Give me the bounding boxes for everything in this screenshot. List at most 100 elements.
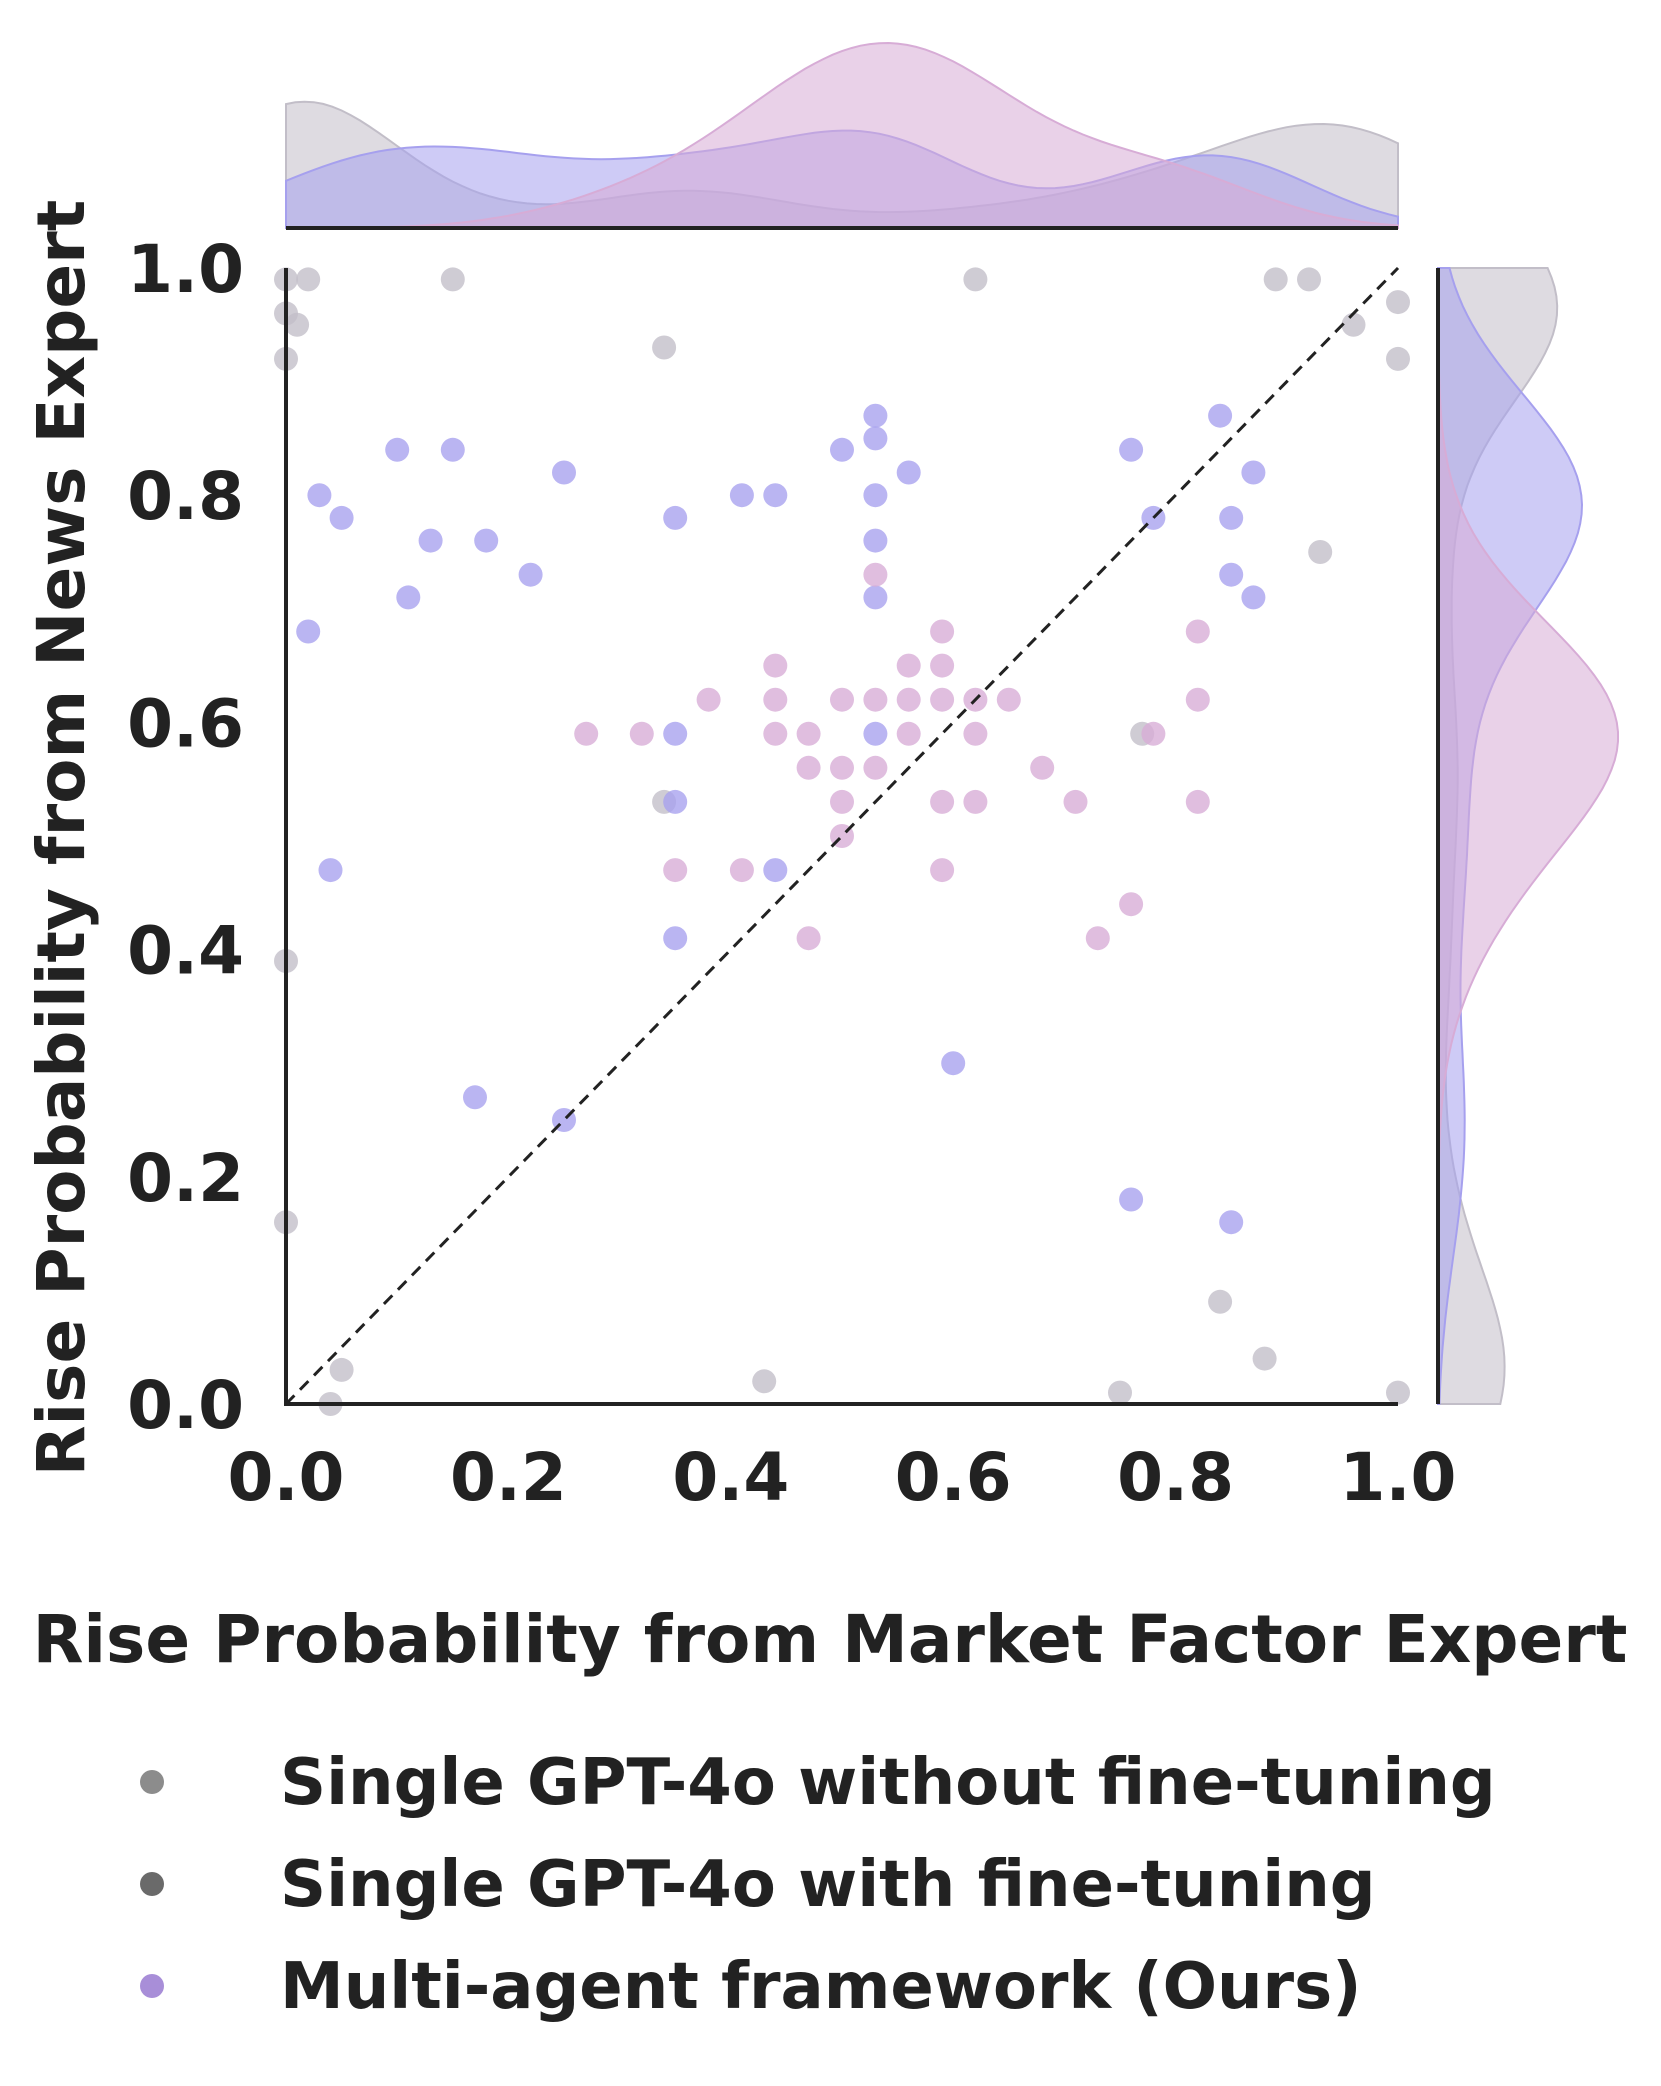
- point-s3-19: [930, 619, 955, 644]
- axes: [284, 266, 1400, 1406]
- point-s3-14: [863, 687, 888, 712]
- point-s2-22: [1119, 437, 1144, 462]
- point-s2-26: [1219, 562, 1244, 587]
- legend-label-series-2: Single GPT-4o with fine-tuning: [280, 1848, 1376, 1922]
- point-s2-5: [329, 505, 354, 530]
- top-density-series-3: [286, 41, 1399, 229]
- point-s3-2: [629, 721, 654, 746]
- x-tick-0.2: 0.2: [450, 1439, 567, 1516]
- x-axis-label: Rise Probability from Market Factor Expe…: [33, 1601, 1628, 1678]
- y-axis-label: Rise Probability from News Expert: [23, 200, 100, 1477]
- point-s2-15: [863, 403, 888, 428]
- point-s3-26: [963, 789, 988, 814]
- point-s1-10: [1341, 312, 1366, 337]
- point-s3-25: [963, 721, 988, 746]
- right-marginal-density: [1436, 267, 1619, 1405]
- point-s2-33: [663, 926, 688, 951]
- y-tick-0.2: 0.2: [127, 1140, 244, 1217]
- x-tick-0.4: 0.4: [672, 1439, 789, 1516]
- point-s3-10: [830, 755, 854, 780]
- point-s3-30: [663, 858, 688, 883]
- point-s2-13: [763, 483, 788, 508]
- scatter-points: [274, 267, 1410, 1416]
- point-s3-22: [930, 789, 955, 814]
- point-s1-20: [1252, 1346, 1277, 1371]
- point-s2-3: [552, 460, 576, 485]
- point-s2-9: [396, 585, 421, 610]
- point-s2-19: [863, 528, 888, 553]
- point-s1-21: [329, 1357, 354, 1382]
- y-tick-0.8: 0.8: [127, 458, 244, 535]
- legend-marker-series-2: [140, 1872, 164, 1896]
- point-s1-19: [1208, 1289, 1233, 1314]
- point-s3-35: [1185, 619, 1210, 644]
- point-s2-30: [663, 789, 688, 814]
- point-s3-32: [796, 926, 821, 951]
- point-s3-23: [930, 858, 955, 883]
- point-s2-18: [863, 483, 888, 508]
- point-s2-17: [896, 460, 921, 485]
- x-tick-0.0: 0.0: [228, 1439, 345, 1516]
- point-s2-6: [418, 528, 443, 553]
- x-tick-1.0: 1.0: [1340, 1439, 1457, 1516]
- x-tick-0.6: 0.6: [895, 1439, 1012, 1516]
- point-s3-7: [796, 721, 821, 746]
- y-tick-labels: 0.0 0.2 0.4 0.6 0.8 1.0: [127, 231, 244, 1444]
- point-s3-13: [863, 562, 888, 587]
- point-s1-23: [752, 1369, 777, 1394]
- point-s2-12: [729, 483, 754, 508]
- point-s2-14: [830, 437, 854, 462]
- point-s3-5: [763, 687, 788, 712]
- point-s1-5: [1263, 267, 1288, 292]
- point-s3-1: [574, 721, 599, 746]
- point-s1-8: [285, 312, 310, 337]
- x-tick-0.8: 0.8: [1117, 1439, 1234, 1516]
- legend-marker-series-1: [140, 1770, 164, 1794]
- point-s3-28: [1030, 755, 1055, 780]
- point-s3-31: [729, 858, 754, 883]
- point-s1-25: [1386, 1380, 1410, 1405]
- point-s3-36: [1185, 687, 1210, 712]
- point-s1-24: [1108, 1380, 1132, 1405]
- point-s3-11: [830, 789, 854, 814]
- point-s1-6: [1297, 267, 1321, 292]
- y-tick-0.4: 0.4: [127, 913, 244, 990]
- point-s3-4: [763, 653, 788, 678]
- point-s3-18: [896, 721, 921, 746]
- point-s2-38: [1219, 1210, 1244, 1235]
- point-s3-38: [1141, 721, 1166, 746]
- point-s2-32: [763, 858, 788, 883]
- point-s2-1: [385, 437, 410, 462]
- point-s1-14: [1308, 540, 1333, 564]
- point-s2-24: [1219, 505, 1244, 530]
- point-s2-11: [663, 505, 688, 530]
- top-marginal-density: [285, 41, 1399, 230]
- point-s3-6: [763, 721, 788, 746]
- legend-label-series-1: Single GPT-4o without fine-tuning: [280, 1746, 1496, 1820]
- point-s2-37: [1119, 1187, 1144, 1212]
- point-s2-36: [941, 1051, 966, 1076]
- point-s3-15: [863, 755, 888, 780]
- legend-marker-series-3: [140, 1974, 164, 1998]
- point-s2-29: [863, 721, 888, 746]
- y-tick-0.0: 0.0: [127, 1367, 244, 1444]
- point-s3-20: [930, 653, 955, 678]
- point-s3-21: [930, 687, 955, 712]
- point-s3-27: [996, 687, 1021, 712]
- point-s2-16: [863, 426, 888, 451]
- point-s3-17: [896, 687, 921, 712]
- point-s1-3: [440, 267, 465, 292]
- point-s3-3: [696, 687, 721, 712]
- point-s2-31: [318, 858, 343, 883]
- y-tick-1.0: 1.0: [127, 231, 244, 308]
- point-s2-28: [663, 721, 688, 746]
- point-s3-8: [796, 755, 821, 780]
- point-s3-16: [896, 653, 921, 678]
- point-s1-11: [1386, 346, 1410, 371]
- point-s2-27: [1241, 585, 1266, 610]
- point-s2-8: [518, 562, 543, 587]
- point-s2-23: [1241, 460, 1266, 485]
- point-s2-20: [863, 585, 888, 610]
- point-s2-2: [440, 437, 465, 462]
